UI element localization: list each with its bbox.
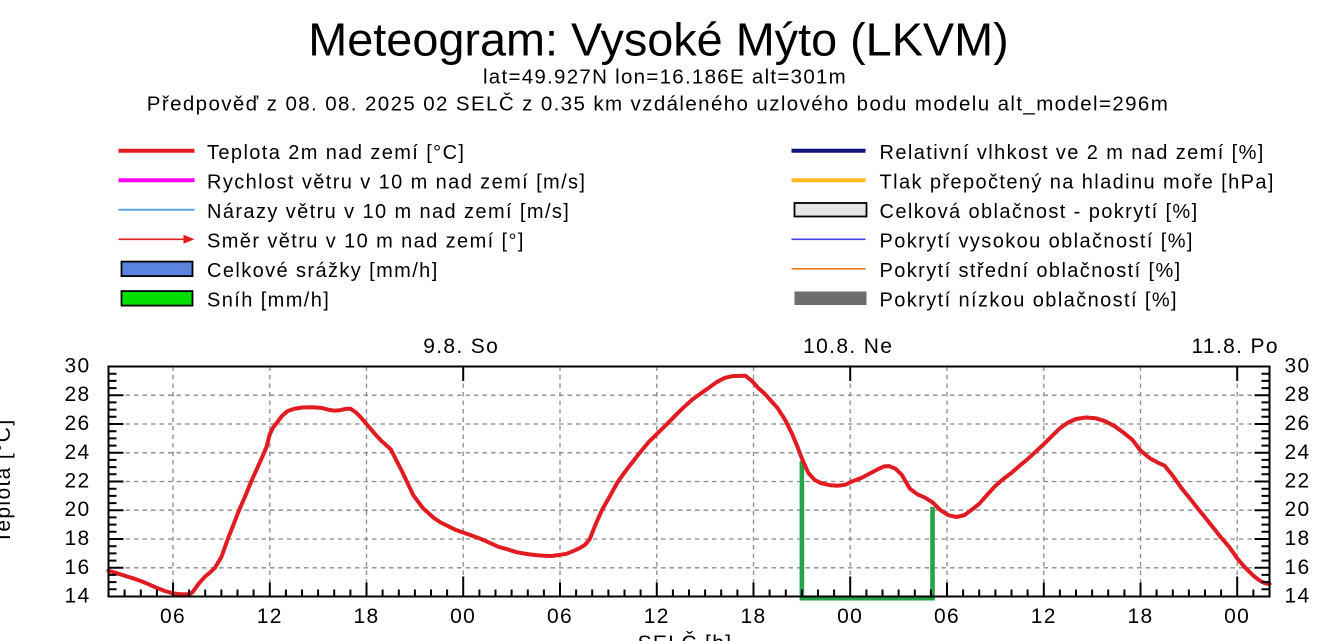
svg-text:SELČ [h]: SELČ [h] bbox=[638, 632, 733, 641]
svg-text:Pokrytí vysokou oblačností [%]: Pokrytí vysokou oblačností [%] bbox=[880, 230, 1194, 252]
svg-text:00: 00 bbox=[837, 605, 863, 628]
svg-text:12: 12 bbox=[257, 605, 283, 628]
svg-text:22: 22 bbox=[64, 470, 90, 493]
svg-text:28: 28 bbox=[1285, 383, 1311, 406]
svg-text:00: 00 bbox=[450, 605, 476, 628]
svg-text:Sníh [mm/h]: Sníh [mm/h] bbox=[207, 289, 330, 311]
svg-text:Teplota [°C]: Teplota [°C] bbox=[0, 419, 15, 544]
svg-text:Směr větru v 10 m nad zemí [°]: Směr větru v 10 m nad zemí [°] bbox=[207, 230, 525, 252]
svg-text:Rychlost větru v 10 m nad zemí: Rychlost větru v 10 m nad zemí [m/s] bbox=[207, 171, 586, 193]
svg-text:20: 20 bbox=[64, 498, 90, 521]
svg-text:Tlak přepočtený na hladinu moř: Tlak přepočtený na hladinu moře [hPa] bbox=[880, 171, 1275, 193]
svg-text:24: 24 bbox=[1285, 441, 1311, 464]
svg-text:16: 16 bbox=[1285, 556, 1311, 579]
svg-text:Pokrytí nízkou oblačností [%]: Pokrytí nízkou oblačností [%] bbox=[880, 289, 1179, 311]
svg-text:24: 24 bbox=[64, 441, 90, 464]
svg-text:Meteogram: Vysoké Mýto (LKVM): Meteogram: Vysoké Mýto (LKVM) bbox=[308, 14, 1008, 66]
svg-text:16: 16 bbox=[64, 556, 90, 579]
svg-text:14: 14 bbox=[64, 585, 90, 608]
svg-text:18: 18 bbox=[353, 605, 379, 628]
svg-text:Pokrytí střední oblačností [%]: Pokrytí střední oblačností [%] bbox=[880, 260, 1182, 282]
svg-text:22: 22 bbox=[1285, 470, 1311, 493]
svg-text:30: 30 bbox=[64, 355, 90, 378]
svg-text:12: 12 bbox=[1031, 605, 1057, 628]
svg-text:18: 18 bbox=[740, 605, 766, 628]
svg-text:9.8. So: 9.8. So bbox=[423, 335, 499, 358]
svg-text:18: 18 bbox=[1127, 605, 1153, 628]
svg-text:20: 20 bbox=[1285, 498, 1311, 521]
svg-text:06: 06 bbox=[160, 605, 186, 628]
svg-text:Teplota 2m nad zemí [°C]: Teplota 2m nad zemí [°C] bbox=[207, 142, 465, 164]
svg-text:Nárazy větru v 10 m nad zemí [: Nárazy větru v 10 m nad zemí [m/s] bbox=[207, 201, 570, 223]
svg-text:18: 18 bbox=[64, 527, 90, 550]
svg-text:28: 28 bbox=[64, 383, 90, 406]
svg-text:Předpověď z 08. 08. 2025 02 SE: Předpověď z 08. 08. 2025 02 SELČ z 0.35 … bbox=[147, 93, 1169, 116]
svg-text:lat=49.927N lon=16.186E alt=30: lat=49.927N lon=16.186E alt=301m bbox=[483, 66, 847, 89]
svg-text:06: 06 bbox=[934, 605, 960, 628]
svg-text:26: 26 bbox=[1285, 412, 1311, 435]
svg-text:30: 30 bbox=[1285, 355, 1311, 378]
svg-text:Relativní vlhkost ve 2 m nad z: Relativní vlhkost ve 2 m nad zemí [%] bbox=[880, 142, 1265, 164]
svg-text:26: 26 bbox=[64, 412, 90, 435]
svg-text:Celková oblačnost - pokrytí [%: Celková oblačnost - pokrytí [%] bbox=[880, 201, 1199, 223]
svg-text:14: 14 bbox=[1285, 585, 1311, 608]
svg-text:06: 06 bbox=[547, 605, 573, 628]
svg-text:18: 18 bbox=[1285, 527, 1311, 550]
svg-text:12: 12 bbox=[644, 605, 670, 628]
svg-text:11.8. Po: 11.8. Po bbox=[1191, 335, 1278, 358]
svg-text:00: 00 bbox=[1224, 605, 1250, 628]
svg-text:10.8. Ne: 10.8. Ne bbox=[803, 335, 893, 358]
svg-text:Celkové srážky [mm/h]: Celkové srážky [mm/h] bbox=[207, 260, 439, 282]
